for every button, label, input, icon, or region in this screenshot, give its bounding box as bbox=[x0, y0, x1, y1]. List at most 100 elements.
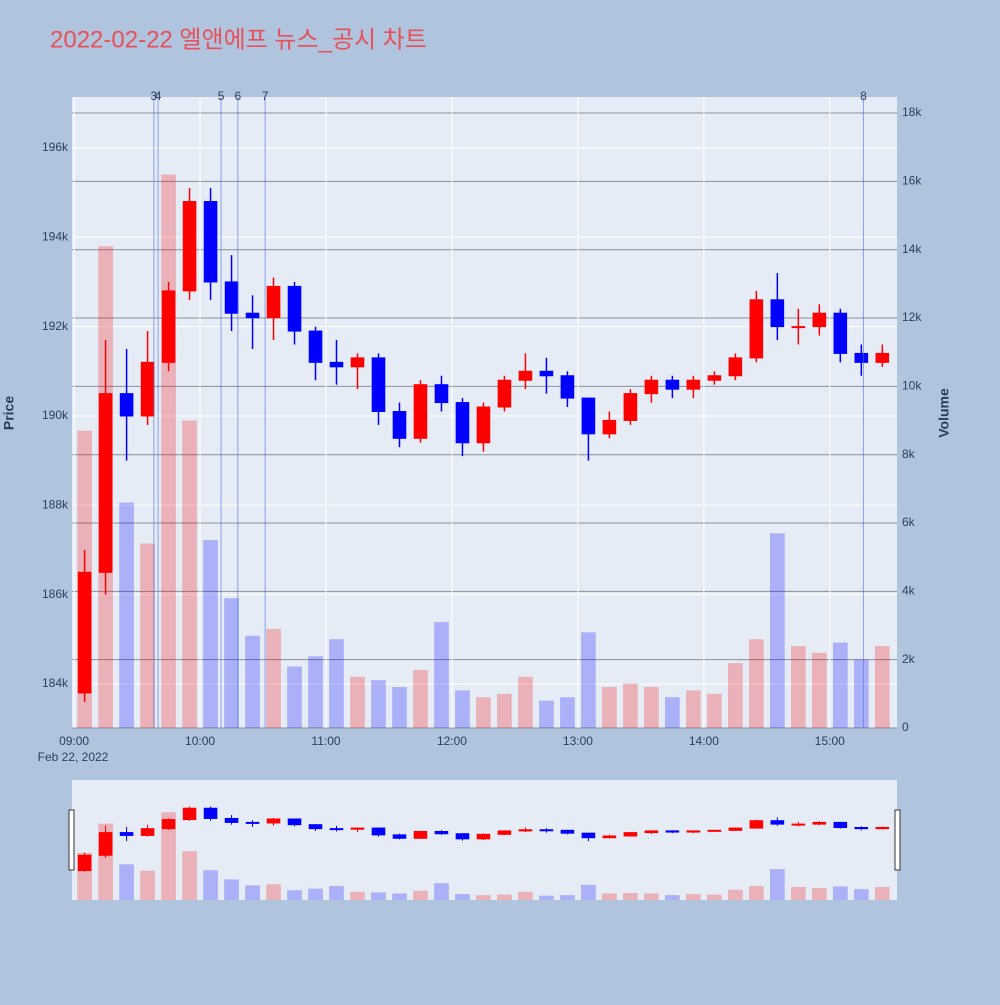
mini-candle-body bbox=[119, 832, 134, 836]
x-tick-label: 09:00 bbox=[59, 734, 89, 748]
candle-body bbox=[371, 357, 386, 412]
candle-body bbox=[287, 285, 302, 332]
y-tick-label: 190k bbox=[42, 408, 69, 422]
mini-candle-body bbox=[392, 834, 407, 839]
candle-body bbox=[791, 326, 806, 329]
mini-volume-bar bbox=[434, 883, 449, 900]
mini-volume-bar bbox=[203, 870, 218, 900]
news-label: 5 bbox=[218, 89, 225, 103]
volume-bar bbox=[476, 697, 491, 728]
volume-bar bbox=[644, 687, 659, 728]
candle-body bbox=[98, 393, 113, 573]
mini-candle-body bbox=[413, 830, 428, 839]
mini-volume-bar bbox=[161, 812, 176, 900]
mini-candle-body bbox=[686, 830, 701, 833]
candle-body bbox=[119, 393, 134, 417]
volume-bar bbox=[245, 635, 260, 728]
y-tick-label: 192k bbox=[42, 319, 69, 333]
candle-body bbox=[686, 379, 701, 390]
candle-body bbox=[833, 312, 848, 354]
volume-bar bbox=[602, 687, 617, 728]
range-handle[interactable] bbox=[894, 809, 901, 871]
candle-body bbox=[812, 312, 827, 328]
candle-body bbox=[350, 357, 365, 368]
mini-volume-bar bbox=[769, 869, 785, 900]
y2-tick-label: 12k bbox=[902, 310, 922, 324]
candle-body bbox=[77, 571, 92, 694]
volume-bar bbox=[413, 669, 428, 728]
x-tick-label: 13:00 bbox=[563, 734, 593, 748]
mini-volume-bar bbox=[811, 888, 827, 900]
mini-candle-body bbox=[308, 824, 323, 830]
range-handle[interactable] bbox=[68, 809, 75, 871]
mini-volume-bar bbox=[119, 864, 134, 900]
volume-bar bbox=[769, 533, 785, 728]
candle-body bbox=[770, 299, 785, 328]
mini-candle-body bbox=[497, 830, 512, 835]
news-label: 3 bbox=[151, 89, 158, 103]
candle-body bbox=[875, 352, 890, 363]
candle-body bbox=[203, 201, 218, 283]
candle-body bbox=[497, 379, 512, 408]
mini-volume-bar bbox=[832, 886, 848, 900]
mini-candle-body bbox=[329, 828, 344, 831]
volume-bar bbox=[686, 690, 701, 728]
volume-bar bbox=[665, 697, 680, 728]
mini-candle-body bbox=[791, 823, 806, 826]
candle-body bbox=[140, 361, 155, 417]
candle-body bbox=[392, 410, 407, 439]
mini-candle-body bbox=[560, 829, 575, 834]
y2-tick-label: 2k bbox=[902, 652, 916, 666]
mini-volume-bar bbox=[853, 889, 869, 900]
candle-body bbox=[644, 379, 659, 395]
mini-candle-body bbox=[833, 821, 848, 829]
volume-bar bbox=[832, 642, 848, 728]
x-tick-label: 14:00 bbox=[689, 734, 719, 748]
news-label: 6 bbox=[234, 89, 241, 103]
mini-volume-bar bbox=[518, 891, 533, 900]
mini-volume-bar bbox=[350, 891, 365, 900]
y2-tick-label: 8k bbox=[902, 447, 916, 461]
news-label: 4 bbox=[155, 89, 162, 103]
x-date-label: Feb 22, 2022 bbox=[38, 750, 109, 764]
mini-candle-body bbox=[623, 832, 638, 837]
candle-body bbox=[854, 352, 869, 363]
mini-candle-body bbox=[728, 827, 743, 831]
candle-body bbox=[518, 370, 533, 381]
mini-candle-body bbox=[266, 818, 281, 824]
mini-candle-body bbox=[665, 830, 680, 833]
volume-bar bbox=[518, 676, 533, 728]
volume-bar bbox=[329, 639, 344, 728]
volume-bar bbox=[203, 540, 218, 728]
volume-bar bbox=[728, 663, 743, 728]
mini-candle-body bbox=[434, 830, 449, 835]
x-tick-label: 11:00 bbox=[311, 734, 340, 748]
volume-bar bbox=[811, 652, 827, 728]
candle-body bbox=[245, 312, 260, 319]
news-label: 7 bbox=[262, 89, 269, 103]
mini-volume-bar bbox=[560, 895, 575, 900]
volume-bar bbox=[455, 690, 470, 728]
mini-volume-bar bbox=[644, 893, 659, 900]
volume-bar bbox=[560, 697, 575, 728]
candle-body bbox=[182, 201, 197, 292]
mini-volume-bar bbox=[287, 890, 302, 900]
mini-candle-body bbox=[539, 829, 554, 832]
mini-candle-body bbox=[182, 807, 197, 821]
mini-candle-body bbox=[245, 821, 260, 824]
mini-volume-bar bbox=[874, 887, 890, 900]
mini-volume-bar bbox=[371, 892, 386, 900]
candle-body bbox=[266, 285, 281, 319]
y-axis-title: Price bbox=[1, 396, 17, 430]
mini-candle-body bbox=[602, 835, 617, 839]
mini-candle-body bbox=[350, 827, 365, 830]
mini-candle-body bbox=[875, 827, 890, 830]
volume-bar bbox=[308, 656, 323, 728]
volume-bar bbox=[749, 639, 764, 728]
mini-volume-bar bbox=[308, 888, 323, 900]
candle-body bbox=[728, 357, 743, 377]
volume-bar bbox=[853, 659, 869, 728]
mini-candle-body bbox=[644, 830, 659, 834]
mini-volume-bar bbox=[455, 894, 470, 900]
mini-candle-body bbox=[812, 821, 827, 825]
